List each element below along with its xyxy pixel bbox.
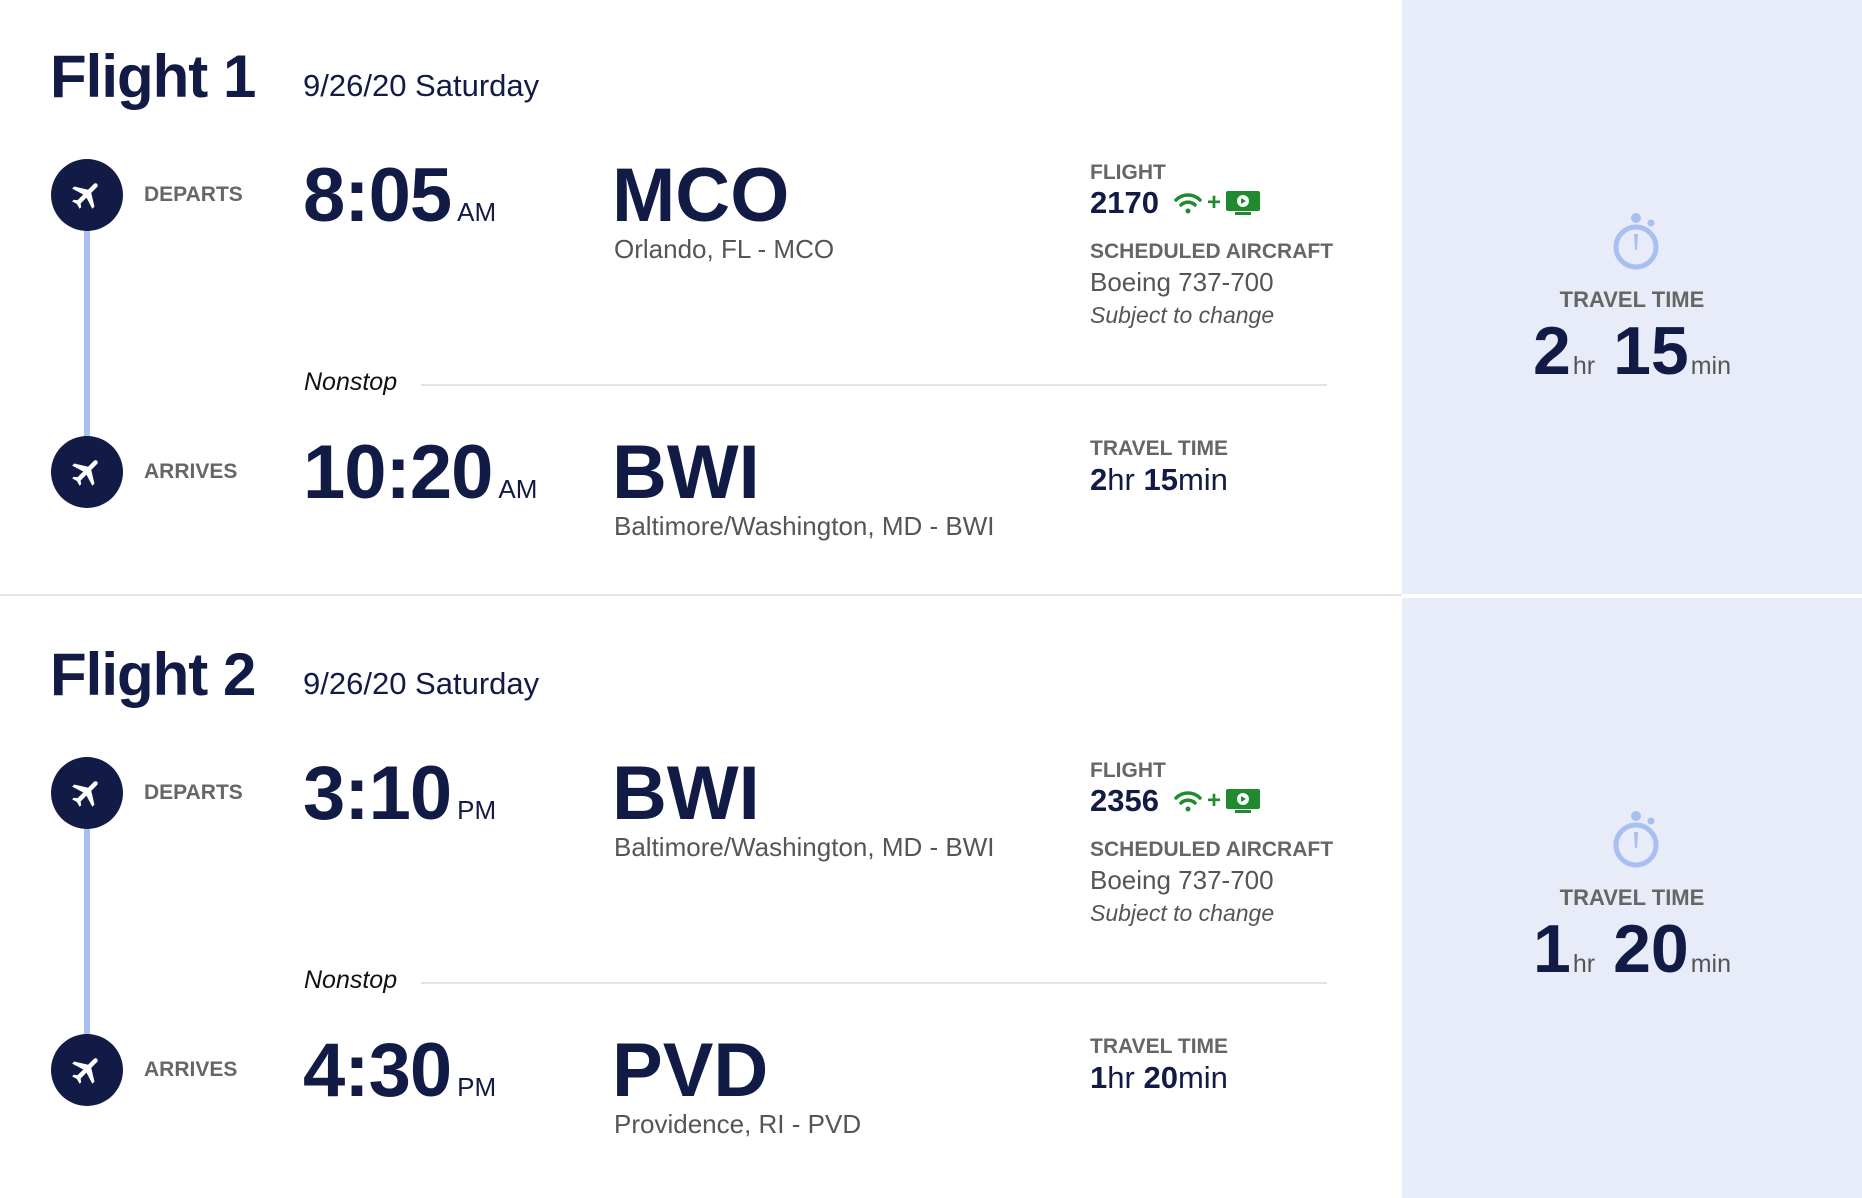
flight-number: 2356 + [1090, 783, 1261, 819]
flight-label: FLIGHT [1090, 759, 1166, 782]
wifi-icon [1174, 193, 1202, 214]
flight-label: FLIGHT [1090, 161, 1166, 184]
arrives-label: ARRIVES [144, 1058, 238, 1081]
flight-number-value: 2170 [1090, 185, 1159, 220]
aircraft-label: SCHEDULED AIRCRAFT [1090, 838, 1334, 861]
travel-time-label: TRAVEL TIME [1090, 437, 1229, 460]
travel-time-value: 1hr 20min [1090, 1060, 1228, 1095]
section-divider [0, 594, 1402, 596]
route-divider [421, 982, 1327, 984]
arrive-airport-code: BWI [612, 430, 760, 515]
depart-city: Baltimore/Washington, MD - BWI [614, 832, 995, 862]
arrives-label: ARRIVES [144, 460, 238, 483]
aircraft-note: Subject to change [1090, 900, 1275, 926]
panel-travel-time-value: 1hr 20min [1533, 911, 1731, 987]
depart-airport-code: BWI [612, 751, 760, 836]
amenity-plus: + [1206, 189, 1221, 216]
departs-label: DEPARTS [144, 183, 243, 206]
stops-label: Nonstop [304, 368, 398, 396]
travel-time-label: TRAVEL TIME [1090, 1035, 1229, 1058]
travel-time-panel: TRAVEL TIME 2hr 15min [1402, 0, 1862, 594]
airplane-icon [51, 1034, 123, 1106]
tv-icon [1225, 789, 1260, 813]
aircraft-type: Boeing 737-700 [1090, 865, 1274, 895]
flight-2-section: TRAVEL TIME 1hr 20min Flight 2 9/26/20 Sa… [0, 598, 1862, 1198]
travel-time-panel: TRAVEL TIME 1hr 20min [1402, 598, 1862, 1198]
depart-time: 3:10 PM [303, 751, 497, 836]
depart-time: 8:05 AM [303, 153, 497, 238]
tv-icon [1225, 191, 1260, 215]
airplane-icon [51, 436, 123, 508]
flight-number: 2170 + [1090, 185, 1261, 221]
arrive-time: 10:20 AM [303, 430, 538, 515]
panel-travel-time-label: TRAVEL TIME [1559, 885, 1705, 910]
route-line [84, 828, 90, 1038]
arrive-city: Providence, RI - PVD [614, 1109, 862, 1139]
arrive-city: Baltimore/Washington, MD - BWI [614, 511, 995, 541]
flight-date: 9/26/20 Saturday [303, 666, 540, 701]
airplane-icon [51, 757, 123, 829]
wifi-icon [1174, 791, 1202, 812]
amenity-plus: + [1206, 787, 1221, 814]
depart-airport-code: MCO [612, 153, 790, 238]
arrive-time: 4:30 PM [303, 1028, 497, 1113]
stops-label: Nonstop [304, 966, 398, 994]
flight-number-value: 2356 [1090, 783, 1159, 818]
aircraft-note: Subject to change [1090, 302, 1275, 328]
aircraft-type: Boeing 737-700 [1090, 267, 1274, 297]
arrive-airport-code: PVD [612, 1028, 769, 1113]
route-line [84, 230, 90, 440]
travel-time-value: 2hr 15min [1090, 462, 1228, 497]
flight-title: Flight 2 [50, 641, 256, 708]
departs-label: DEPARTS [144, 781, 243, 804]
airplane-icon [51, 159, 123, 231]
flight-title: Flight 1 [50, 43, 256, 110]
route-divider [421, 384, 1327, 386]
stopwatch-icon [1611, 212, 1661, 277]
flight-date: 9/26/20 Saturday [303, 68, 540, 103]
panel-travel-time-label: TRAVEL TIME [1559, 287, 1705, 312]
flight-1-section: TRAVEL TIME 2hr 15min Flight 1 9/26/20 Sa… [0, 0, 1862, 594]
aircraft-label: SCHEDULED AIRCRAFT [1090, 240, 1334, 263]
stopwatch-icon [1611, 810, 1661, 875]
panel-travel-time-value: 2hr 15min [1533, 313, 1731, 389]
depart-city: Orlando, FL - MCO [614, 234, 835, 264]
